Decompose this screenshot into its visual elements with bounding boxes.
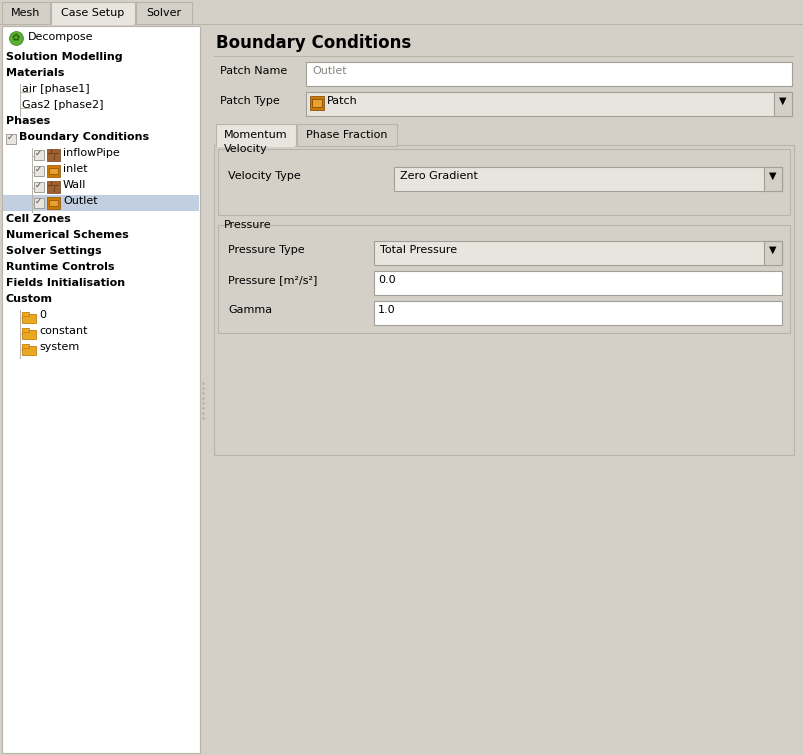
Text: Solver: Solver [146, 8, 181, 18]
Bar [54, 185, 55, 192]
Bar [34, 150, 44, 160]
Text: Gas2 [phase2]: Gas2 [phase2] [22, 100, 104, 110]
Text: Patch: Patch [327, 96, 357, 106]
Bar [763, 241, 781, 265]
Bar [47, 181, 60, 193]
Text: 0: 0 [39, 310, 46, 320]
Bar [296, 124, 397, 146]
Bar [22, 312, 29, 316]
Text: Phases: Phases [6, 116, 51, 126]
Bar [51, 181, 52, 185]
Bar [54, 153, 55, 160]
Text: Solver Settings: Solver Settings [6, 246, 101, 256]
Text: Pressure: Pressure [224, 220, 271, 230]
Bar [218, 149, 789, 215]
Bar [393, 167, 781, 191]
Bar [34, 182, 44, 192]
Text: constant: constant [39, 326, 88, 336]
Bar [47, 165, 60, 177]
Bar [22, 314, 36, 323]
Bar [2, 2, 50, 24]
Text: Zero Gradient: Zero Gradient [400, 171, 477, 181]
Text: Velocity Type: Velocity Type [228, 171, 300, 181]
Text: Fields Initialisation: Fields Initialisation [6, 278, 125, 288]
Bar [34, 198, 44, 208]
Bar [3, 195, 199, 211]
Bar [2, 26, 200, 753]
Bar [373, 241, 781, 265]
Text: Gamma: Gamma [228, 305, 271, 315]
Text: Momentum: Momentum [224, 130, 287, 140]
Bar [6, 134, 16, 144]
Bar [49, 168, 58, 174]
Text: Case Setup: Case Setup [61, 8, 124, 18]
Bar [773, 92, 791, 116]
Text: Outlet: Outlet [63, 196, 97, 206]
Bar [48, 153, 59, 154]
Text: Cell Zones: Cell Zones [6, 214, 71, 224]
Bar [217, 145, 295, 147]
Text: ✓: ✓ [35, 149, 42, 158]
Text: Outlet: Outlet [312, 66, 346, 76]
Text: Velocity: Velocity [224, 144, 267, 154]
Text: ✓: ✓ [7, 133, 14, 142]
Text: 0.0: 0.0 [377, 275, 395, 285]
Bar [312, 99, 321, 107]
Bar [22, 330, 36, 339]
Text: Pressure Type: Pressure Type [228, 245, 304, 255]
Bar [34, 166, 44, 176]
Bar [52, 23, 134, 25]
Text: Patch Type: Patch Type [220, 96, 279, 106]
Bar [47, 197, 60, 209]
Bar [136, 2, 192, 24]
Text: inlet: inlet [63, 164, 88, 174]
Text: Wall: Wall [63, 180, 86, 190]
Text: ✿: ✿ [12, 33, 20, 43]
Bar [310, 96, 324, 110]
Text: Pressure [m²/s²]: Pressure [m²/s²] [228, 275, 317, 285]
Bar [373, 301, 781, 325]
Text: inflowPipe: inflowPipe [63, 148, 120, 158]
Text: Decompose: Decompose [28, 32, 93, 42]
Text: Patch Name: Patch Name [220, 66, 287, 76]
Text: Solution Modelling: Solution Modelling [6, 52, 123, 62]
Bar [49, 200, 58, 206]
Text: ✓: ✓ [35, 181, 42, 190]
Bar [51, 2, 135, 24]
Bar [763, 167, 781, 191]
Text: Custom: Custom [6, 294, 53, 304]
Bar [48, 185, 59, 186]
Text: Phase Fraction: Phase Fraction [306, 130, 387, 140]
Bar [216, 124, 296, 146]
Text: air [phase1]: air [phase1] [22, 84, 89, 94]
Bar [306, 92, 791, 116]
Bar [218, 225, 789, 333]
Bar [47, 149, 60, 161]
Text: Boundary Conditions: Boundary Conditions [19, 132, 149, 142]
Bar [214, 56, 793, 57]
Bar [22, 344, 29, 348]
Text: 1.0: 1.0 [377, 305, 395, 315]
Bar [0, 24, 803, 25]
Bar [22, 328, 29, 332]
Text: system: system [39, 342, 79, 352]
Text: Mesh: Mesh [11, 8, 41, 18]
Text: Numerical Schemes: Numerical Schemes [6, 230, 128, 240]
Text: ▼: ▼ [768, 245, 776, 255]
Text: Materials: Materials [6, 68, 64, 78]
Bar [306, 62, 791, 86]
Bar [22, 346, 36, 355]
Text: Boundary Conditions: Boundary Conditions [216, 34, 411, 52]
Text: ✓: ✓ [35, 197, 42, 206]
Bar [373, 271, 781, 295]
Bar [214, 145, 793, 455]
Text: ▼: ▼ [778, 96, 785, 106]
Text: Runtime Controls: Runtime Controls [6, 262, 114, 272]
Bar [51, 149, 52, 153]
Text: ▼: ▼ [768, 171, 776, 181]
Text: Total Pressure: Total Pressure [380, 245, 457, 255]
Text: ✓: ✓ [35, 165, 42, 174]
